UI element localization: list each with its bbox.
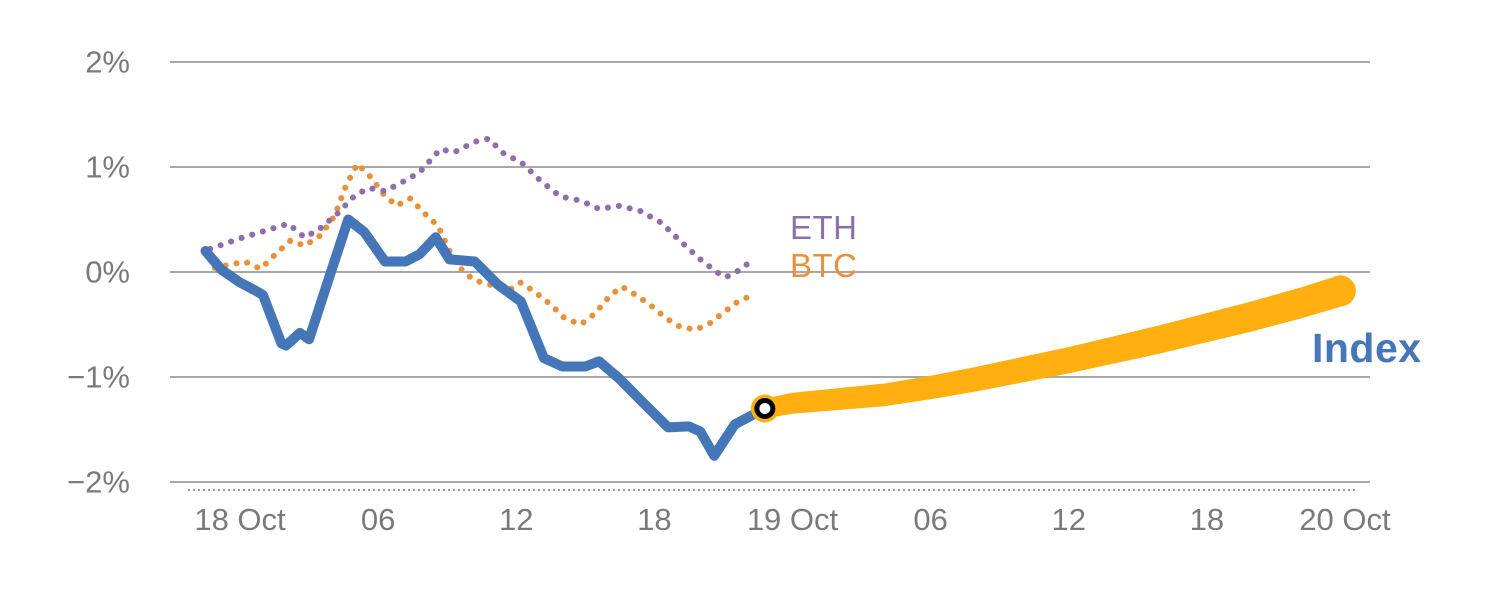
y-tick-label: −1% — [67, 360, 130, 395]
x-tick-label: 18 Oct — [194, 502, 286, 537]
forecast-band-endcap — [1324, 275, 1356, 307]
series-label-eth: ETH — [790, 209, 858, 246]
x-tick-label: 12 — [499, 502, 533, 537]
x-tick-label: 12 — [1051, 502, 1085, 537]
btc-dotted-line — [211, 160, 757, 333]
current-value-marker — [754, 398, 776, 419]
x-tick-label: 06 — [913, 502, 947, 537]
eth-dotted-line — [207, 135, 757, 281]
y-tick-label: 2% — [85, 45, 130, 80]
series-label-btc: BTC — [790, 247, 858, 284]
series-label-index: Index — [1312, 325, 1422, 371]
x-tick-label: 19 Oct — [747, 502, 839, 537]
forecast-band — [764, 274, 1341, 419]
index-line — [200, 214, 770, 461]
x-tick-label: 06 — [361, 502, 395, 537]
x-tick-label: 18 — [637, 502, 671, 537]
y-tick-label: −2% — [67, 465, 130, 500]
x-tick-label: 20 Oct — [1299, 502, 1391, 537]
x-tick-label: 18 — [1190, 502, 1224, 537]
y-tick-label: 0% — [85, 255, 130, 290]
y-tick-label: 1% — [85, 150, 130, 185]
